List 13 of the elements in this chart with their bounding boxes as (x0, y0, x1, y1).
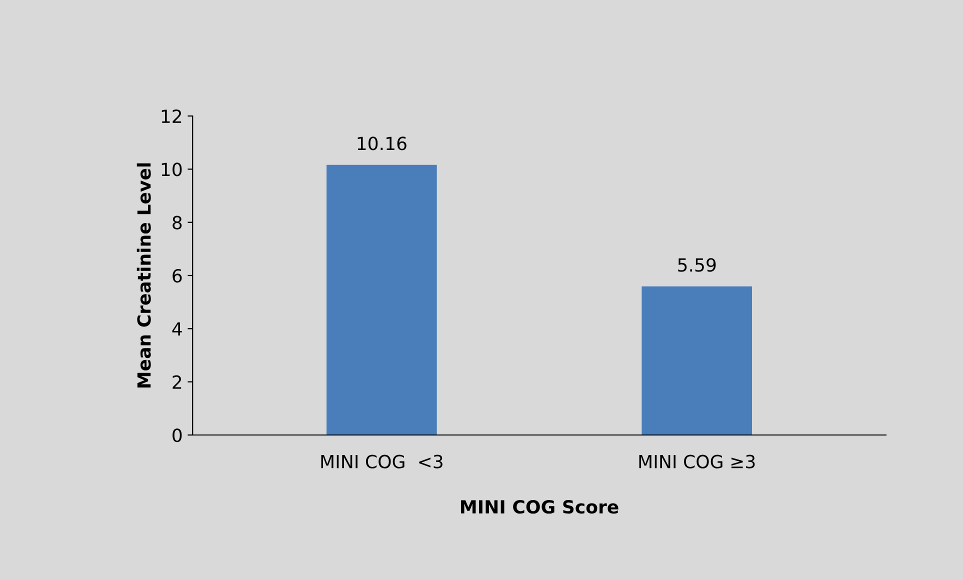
y-tick-label: 6 (172, 268, 182, 283)
y-tick-label: 0 (172, 428, 182, 442)
data-label: 5.59 (678, 258, 716, 272)
x-tick-label: MINI COG ≥3 (639, 454, 755, 468)
x-tick-label: MINI COG <3 (321, 454, 442, 468)
y-tick-label: 2 (172, 375, 182, 389)
x-axis-title: MINI COG Score (461, 500, 618, 514)
y-tick-label: 10 (162, 162, 182, 176)
y-axis-title: Mean Creatinine Level (136, 163, 151, 388)
y-tick-label: 12 (162, 109, 182, 123)
data-label: 10.16 (358, 136, 406, 150)
y-tick-label: 8 (172, 216, 182, 230)
y-tick-label: 4 (172, 322, 182, 336)
